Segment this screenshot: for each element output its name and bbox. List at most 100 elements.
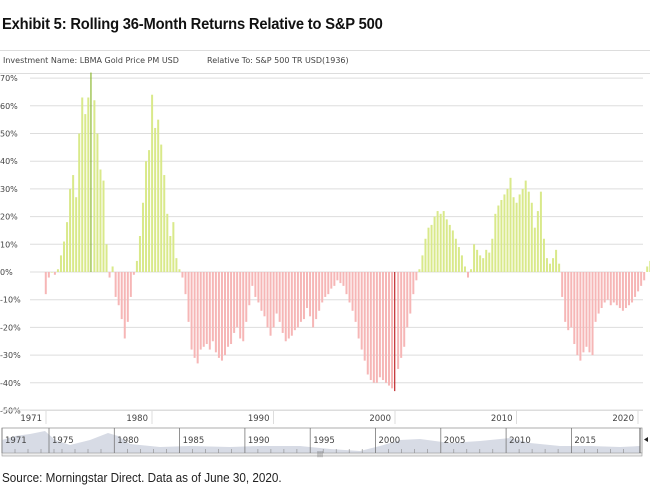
x-tick-label: 1990 — [248, 414, 270, 424]
navigator-scrollbar[interactable] — [1, 452, 643, 457]
bar — [521, 188, 524, 272]
bar — [87, 97, 90, 273]
bar — [406, 272, 409, 328]
bar — [348, 272, 351, 303]
bar — [59, 255, 62, 272]
investment-name: Investment Name: LBMA Gold Price PM USD — [3, 56, 179, 65]
bar — [84, 114, 87, 272]
navigator-label: 1995 — [313, 436, 335, 446]
bar — [567, 272, 570, 331]
bar — [640, 272, 643, 286]
bar — [123, 272, 126, 339]
bar — [631, 272, 634, 303]
bar — [248, 272, 251, 306]
x-tick-label: 2000 — [369, 414, 391, 424]
bar — [178, 269, 181, 272]
bar — [582, 272, 585, 353]
bar — [72, 175, 75, 272]
bar — [457, 247, 460, 272]
bar — [448, 224, 451, 272]
bar — [284, 272, 287, 342]
range-navigator[interactable]: ||| 1971 1975 1980 1985 1990 1995 2000 2005 2010… — [1, 427, 648, 458]
bar — [327, 272, 330, 295]
bar — [227, 272, 230, 347]
navigator-handle-icon[interactable] — [644, 437, 648, 442]
navigator-label: 1980 — [117, 436, 139, 446]
bar — [588, 272, 591, 353]
bar — [190, 272, 193, 350]
bar — [637, 272, 640, 292]
bar — [530, 202, 533, 272]
bar — [236, 272, 239, 328]
bar — [309, 272, 312, 317]
source-note: Source: Morningstar Direct. Data as of J… — [2, 470, 282, 485]
bar — [518, 194, 521, 272]
y-tick-label: 70% — [0, 74, 18, 83]
bar — [93, 100, 96, 272]
bar — [81, 97, 84, 273]
y-tick-label: 50% — [0, 130, 18, 139]
bar — [524, 180, 527, 272]
y-tick-label: 30% — [0, 185, 18, 194]
bar — [394, 272, 396, 392]
bar — [470, 269, 473, 272]
bar — [132, 272, 135, 275]
bar — [269, 272, 272, 336]
bar — [245, 272, 248, 322]
bar — [564, 272, 567, 322]
bar — [375, 272, 378, 383]
bar — [506, 188, 509, 272]
navigator-label: 1971 — [5, 436, 27, 446]
bar — [603, 272, 606, 303]
y-tick-label: -40% — [0, 379, 21, 388]
bar — [257, 272, 260, 303]
bars — [44, 72, 650, 392]
bar — [442, 211, 445, 272]
bar — [117, 272, 120, 306]
bar — [473, 244, 476, 272]
bar — [454, 238, 457, 272]
bar — [333, 272, 336, 286]
bar — [47, 272, 50, 278]
bar — [552, 258, 555, 272]
bar — [90, 72, 92, 272]
bar — [266, 272, 269, 328]
bar — [606, 272, 609, 300]
bar — [242, 272, 245, 342]
bar — [430, 224, 433, 272]
bar — [44, 272, 47, 295]
bar — [646, 266, 649, 272]
bar — [397, 272, 400, 369]
bar — [488, 252, 491, 272]
bar — [129, 272, 132, 297]
bar — [254, 272, 257, 297]
bar — [169, 235, 172, 272]
bar — [336, 272, 339, 281]
bar — [151, 94, 154, 272]
bar — [278, 272, 281, 322]
bar — [467, 272, 469, 278]
bar — [463, 266, 466, 272]
bar — [609, 272, 612, 306]
bar — [224, 272, 226, 356]
bar — [403, 272, 406, 347]
navigator-label: 1975 — [52, 436, 74, 446]
bar — [415, 272, 418, 281]
bar — [576, 272, 579, 356]
bar — [99, 169, 102, 272]
bar — [260, 272, 263, 311]
bar — [555, 249, 558, 272]
x-axis: 1971 1980 1990 2000 2010 2020 — [2, 409, 643, 424]
bar — [324, 272, 327, 297]
gridlines — [30, 77, 643, 411]
bar — [272, 272, 275, 328]
bar — [533, 227, 536, 272]
bar — [202, 272, 205, 347]
bar — [299, 272, 302, 322]
bar — [527, 191, 530, 272]
bar — [296, 272, 299, 328]
bar — [451, 230, 454, 272]
bar — [515, 202, 518, 272]
bar — [66, 222, 69, 272]
bar — [63, 241, 66, 272]
